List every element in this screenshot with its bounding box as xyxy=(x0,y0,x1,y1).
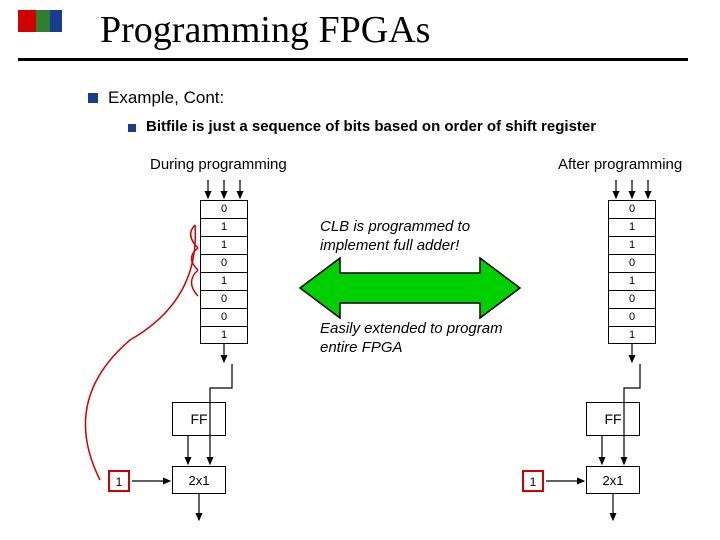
clb-callout: CLB is programmed to implement full adde… xyxy=(320,218,510,256)
slide-title: Programming FPGAs xyxy=(100,8,430,52)
one-box-right: 1 xyxy=(522,470,544,492)
reg-cell: 0 xyxy=(200,254,248,272)
right-register: 0 1 1 0 1 0 0 1 xyxy=(608,200,656,344)
one-box-left: 1 xyxy=(108,470,130,492)
reg-cell: 1 xyxy=(200,272,248,290)
reg-cell: 0 xyxy=(200,290,248,308)
extend-callout: Easily extended to program entire FPGA xyxy=(320,320,510,358)
ff-box-right: FF xyxy=(586,402,640,436)
reg-cell: 1 xyxy=(200,326,248,344)
reg-cell: 1 xyxy=(608,218,656,236)
bullet-square-icon xyxy=(128,124,136,132)
bullet-level2: Bitfile is just a sequence of bits based… xyxy=(128,118,596,135)
reg-cell: 0 xyxy=(608,254,656,272)
reg-cell: 0 xyxy=(200,200,248,218)
during-label: During programming xyxy=(150,156,287,173)
left-register: 0 1 1 0 1 0 0 1 xyxy=(200,200,248,344)
reg-cell: 1 xyxy=(200,218,248,236)
reg-cell: 0 xyxy=(200,308,248,326)
accent-bar-blue xyxy=(50,10,62,32)
reg-cell: 0 xyxy=(608,200,656,218)
reg-cell: 1 xyxy=(608,326,656,344)
bullet-level2-text: Bitfile is just a sequence of bits based… xyxy=(146,118,596,135)
ff-box-left: FF xyxy=(172,402,226,436)
bullet-level1-text: Example, Cont: xyxy=(108,88,224,108)
accent-bar-green xyxy=(36,10,50,32)
after-label: After programming xyxy=(558,156,682,173)
reg-cell: 0 xyxy=(608,308,656,326)
bullet-square-icon xyxy=(88,93,98,103)
mux-box-left: 2x1 xyxy=(172,466,226,494)
reg-cell: 1 xyxy=(608,236,656,254)
reg-cell: 1 xyxy=(608,272,656,290)
accent-bar-red xyxy=(18,10,36,32)
double-arrow-icon xyxy=(300,258,520,318)
bullet-level1: Example, Cont: xyxy=(88,88,224,108)
mux-box-right: 2x1 xyxy=(586,466,640,494)
reg-cell: 1 xyxy=(200,236,248,254)
reg-cell: 0 xyxy=(608,290,656,308)
title-underline xyxy=(18,58,688,61)
accent-bars xyxy=(18,10,78,32)
